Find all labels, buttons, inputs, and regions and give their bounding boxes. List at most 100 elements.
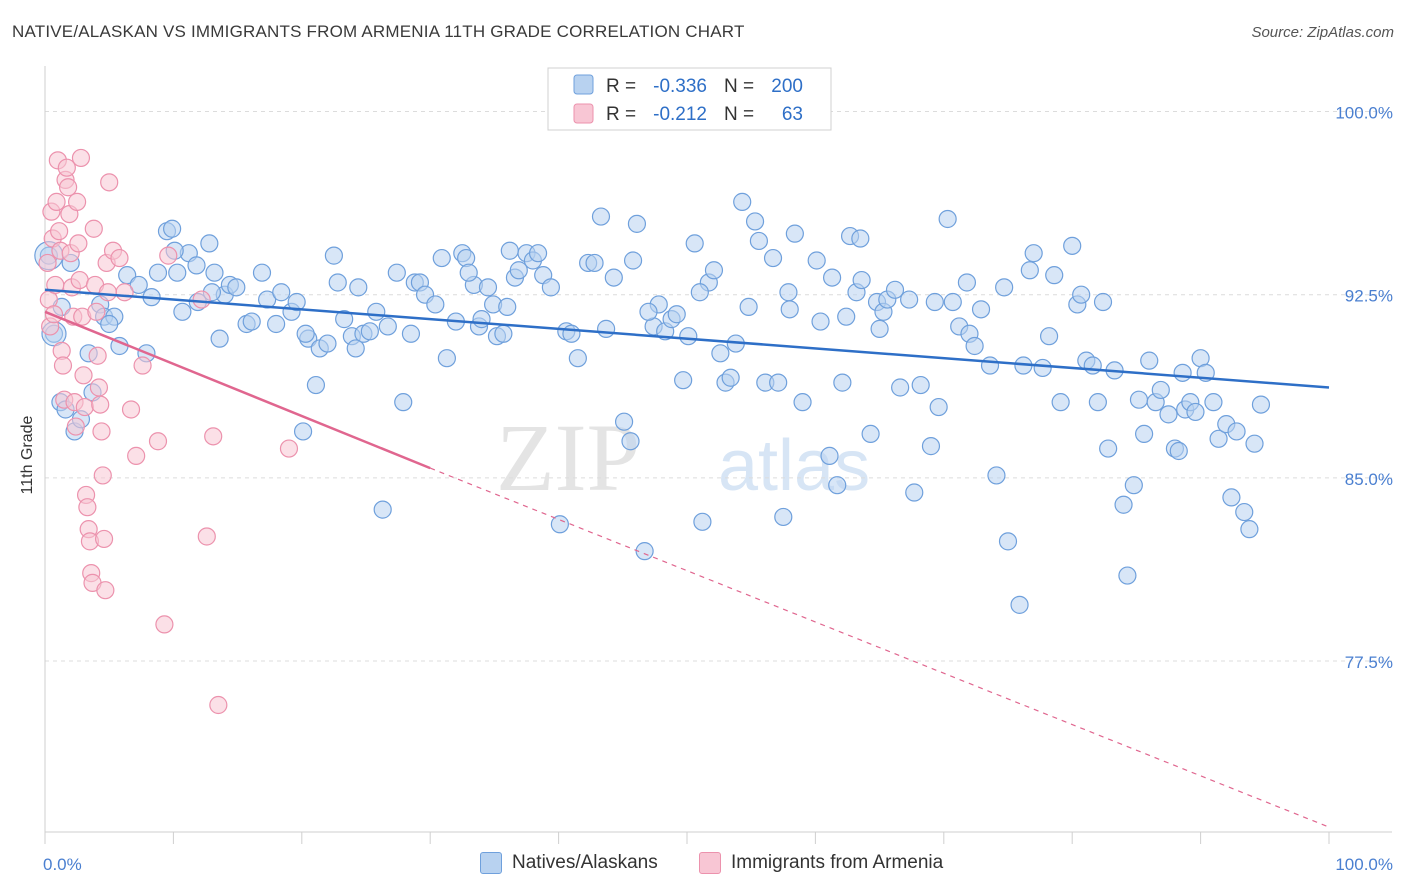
- data-point-natives: [252, 263, 272, 282]
- data-point-natives: [623, 251, 643, 270]
- data-point-armenia: [38, 253, 57, 273]
- data-point-natives: [242, 312, 261, 331]
- data-point-natives: [1245, 434, 1264, 453]
- data-point-natives: [1129, 390, 1149, 409]
- data-point-natives: [621, 432, 640, 451]
- y-tick-label: 77.5%: [1345, 653, 1393, 672]
- data-point-armenia: [66, 417, 85, 436]
- data-point-natives: [1140, 351, 1159, 370]
- data-point-natives: [426, 295, 445, 314]
- data-point-natives: [938, 209, 957, 229]
- data-point-natives: [604, 268, 623, 287]
- data-point-natives: [667, 305, 686, 324]
- data-point-natives: [1118, 566, 1137, 585]
- data-point-natives: [793, 393, 812, 412]
- data-point-natives: [1209, 429, 1228, 448]
- data-point-natives: [367, 302, 386, 321]
- data-point-natives: [478, 278, 498, 297]
- data-point-natives: [597, 319, 616, 338]
- data-point-natives: [378, 317, 397, 336]
- data-point-natives: [911, 375, 930, 395]
- data-point-natives: [1083, 356, 1102, 375]
- data-point-natives: [811, 312, 830, 331]
- data-point-natives: [459, 263, 478, 282]
- data-point-natives: [335, 310, 354, 329]
- data-point-natives: [1173, 363, 1192, 382]
- data-point-natives: [349, 278, 368, 297]
- data-point-natives: [472, 310, 491, 329]
- data-point-natives: [373, 500, 392, 519]
- data-point-natives: [550, 515, 569, 534]
- data-point-natives: [401, 324, 421, 343]
- data-point-armenia: [96, 581, 115, 600]
- axes: 0.0% 100.0%: [43, 66, 1393, 874]
- data-point-natives: [1099, 439, 1118, 458]
- data-point-natives: [929, 397, 948, 417]
- data-point-natives: [360, 322, 379, 341]
- data-point-natives: [1033, 358, 1052, 378]
- data-point-natives: [1020, 261, 1039, 280]
- chart-title: NATIVE/ALASKAN VS IMMIGRANTS FROM ARMENI…: [12, 22, 745, 41]
- data-point-armenia: [98, 283, 118, 302]
- data-point-natives: [1093, 292, 1113, 312]
- legend-label-natives: Natives/Alaskans: [512, 852, 658, 873]
- data-point-natives: [828, 476, 847, 495]
- gridlines: 100.0% 92.5% 85.0% 77.5%: [45, 104, 1393, 672]
- legend-natives[interactable]: Natives/Alaskans: [480, 852, 658, 874]
- data-point-armenia: [92, 422, 111, 441]
- data-point-natives: [704, 261, 724, 280]
- data-point-natives: [861, 424, 880, 444]
- data-point-armenia: [50, 222, 69, 241]
- stats-r-value-pink: -0.212: [653, 104, 707, 125]
- data-point-armenia: [87, 302, 106, 321]
- data-point-armenia: [89, 378, 109, 397]
- data-point-natives: [585, 253, 604, 273]
- data-point-armenia: [94, 529, 114, 549]
- data-point-natives: [820, 446, 839, 465]
- data-point-natives: [745, 212, 765, 231]
- data-point-natives: [679, 327, 698, 346]
- data-point-natives: [306, 375, 326, 395]
- data-point-natives: [721, 368, 740, 387]
- legend-armenia[interactable]: Immigrants from Armenia: [699, 852, 943, 874]
- data-point-natives: [1204, 393, 1223, 412]
- data-point-natives: [394, 393, 413, 412]
- data-point-natives: [987, 466, 1006, 485]
- data-point-natives: [998, 532, 1018, 551]
- data-point-natives: [690, 283, 709, 302]
- stats-r-label-pink: R =: [606, 104, 636, 125]
- data-point-natives: [173, 302, 192, 321]
- data-point-armenia: [110, 248, 129, 268]
- data-point-natives: [885, 280, 905, 299]
- data-point-natives: [1024, 244, 1043, 263]
- data-point-armenia: [209, 695, 228, 715]
- data-point-natives: [1240, 520, 1259, 539]
- trend-line-natives: [44, 288, 1330, 389]
- data-point-natives: [1227, 422, 1246, 441]
- data-point-natives: [168, 263, 187, 282]
- data-point-natives: [318, 334, 337, 353]
- data-point-natives: [614, 412, 634, 431]
- stats-r-label-blue: R =: [606, 76, 636, 97]
- legend-swatch-blue: [480, 852, 502, 874]
- data-point-natives: [1159, 405, 1178, 424]
- data-point-armenia: [59, 178, 78, 197]
- data-point-natives: [498, 297, 517, 317]
- data-point-natives: [995, 278, 1014, 297]
- data-point-armenia: [192, 290, 211, 309]
- data-point-armenia: [69, 234, 88, 253]
- data-point-natives: [591, 207, 611, 226]
- data-point-natives: [432, 248, 451, 268]
- data-point-armenia: [133, 356, 152, 375]
- data-point-natives: [1151, 380, 1170, 400]
- data-point-armenia: [47, 192, 66, 211]
- data-point-natives: [272, 283, 291, 302]
- data-point-natives: [387, 263, 406, 282]
- data-point-natives: [205, 263, 224, 282]
- stats-n-value-pink: 63: [782, 104, 803, 125]
- data-point-natives: [971, 300, 991, 319]
- data-point-natives: [943, 292, 962, 312]
- data-point-armenia: [75, 397, 94, 417]
- data-point-natives: [129, 275, 148, 295]
- y-tick-label: 100.0%: [1335, 104, 1393, 123]
